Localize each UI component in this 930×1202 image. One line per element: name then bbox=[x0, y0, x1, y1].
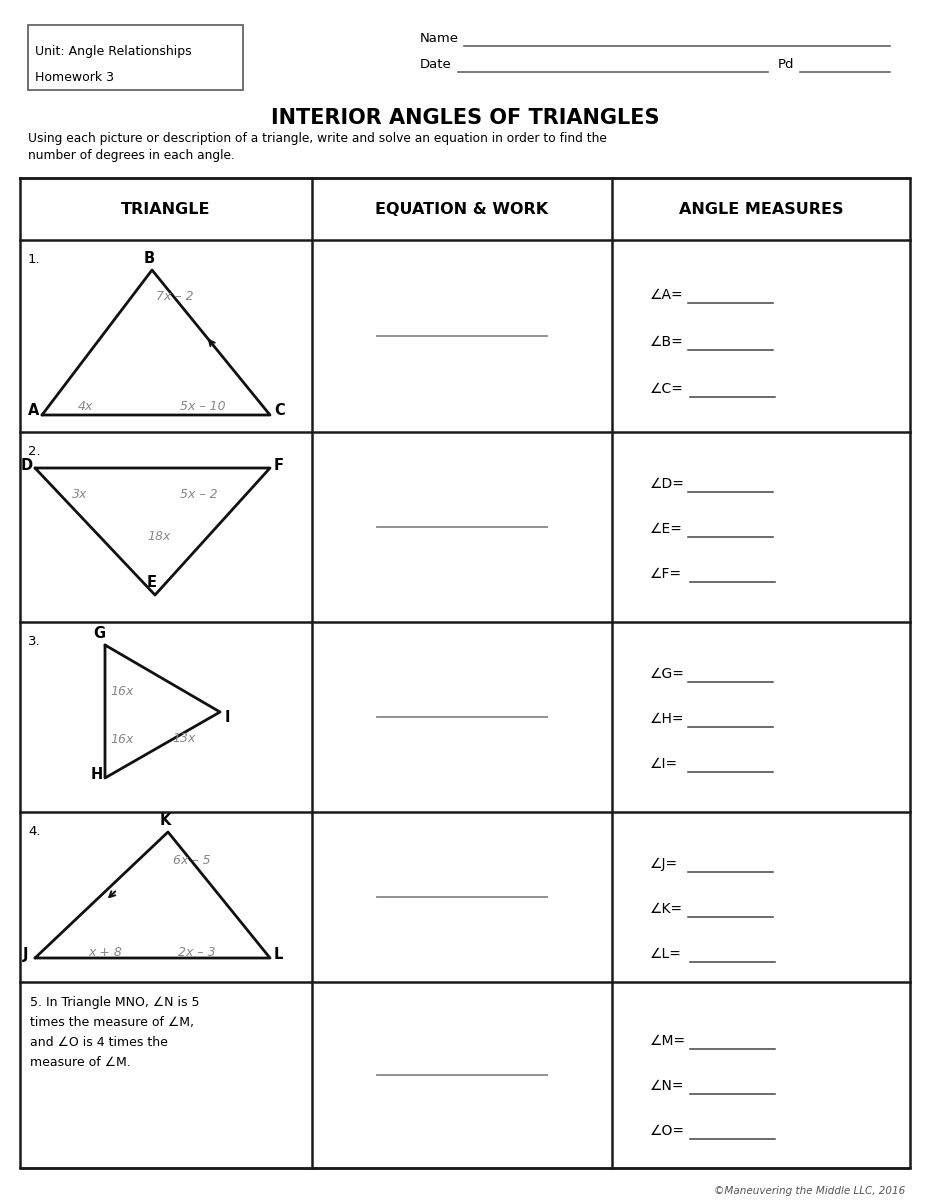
Text: ∠F=: ∠F= bbox=[650, 567, 682, 581]
Text: ∠O=: ∠O= bbox=[650, 1124, 685, 1138]
Text: 5. In Triangle MNO, ∠N is 5: 5. In Triangle MNO, ∠N is 5 bbox=[30, 996, 200, 1008]
Text: C: C bbox=[274, 403, 285, 418]
Text: 4x: 4x bbox=[78, 400, 93, 413]
Text: 3x: 3x bbox=[72, 488, 87, 501]
Text: I: I bbox=[225, 710, 231, 726]
Text: 2x – 3: 2x – 3 bbox=[178, 946, 216, 959]
Text: 16x: 16x bbox=[110, 685, 133, 698]
Text: number of degrees in each angle.: number of degrees in each angle. bbox=[28, 149, 235, 162]
Text: 18x: 18x bbox=[147, 530, 170, 543]
Text: ∠L=: ∠L= bbox=[650, 947, 682, 962]
Text: ∠D=: ∠D= bbox=[650, 477, 684, 490]
Text: and ∠O is 4 times the: and ∠O is 4 times the bbox=[30, 1036, 168, 1049]
Text: ∠M=: ∠M= bbox=[650, 1034, 686, 1048]
Text: Unit: Angle Relationships: Unit: Angle Relationships bbox=[35, 44, 192, 58]
Text: times the measure of ∠M,: times the measure of ∠M, bbox=[30, 1016, 194, 1029]
Text: ∠H=: ∠H= bbox=[650, 712, 684, 726]
Text: E: E bbox=[147, 575, 157, 590]
Text: H: H bbox=[91, 767, 103, 783]
Text: K: K bbox=[160, 813, 171, 828]
Text: G: G bbox=[93, 626, 105, 641]
FancyBboxPatch shape bbox=[28, 25, 243, 90]
Text: INTERIOR ANGLES OF TRIANGLES: INTERIOR ANGLES OF TRIANGLES bbox=[271, 108, 659, 127]
Text: ANGLE MEASURES: ANGLE MEASURES bbox=[679, 202, 844, 216]
Text: 13x: 13x bbox=[172, 732, 195, 745]
Text: ∠C=: ∠C= bbox=[650, 382, 684, 395]
Text: ∠B=: ∠B= bbox=[650, 335, 684, 349]
Text: Homework 3: Homework 3 bbox=[35, 71, 114, 84]
Text: 3.: 3. bbox=[28, 635, 41, 648]
Text: EQUATION & WORK: EQUATION & WORK bbox=[376, 202, 549, 216]
Text: ∠I=: ∠I= bbox=[650, 757, 678, 770]
Text: Pd: Pd bbox=[778, 58, 794, 71]
Text: A: A bbox=[28, 403, 39, 418]
Text: F: F bbox=[274, 458, 284, 474]
Text: D: D bbox=[21, 458, 33, 474]
Text: Using each picture or description of a triangle, write and solve an equation in : Using each picture or description of a t… bbox=[28, 132, 607, 145]
Text: J: J bbox=[23, 947, 29, 962]
Text: TRIANGLE: TRIANGLE bbox=[121, 202, 211, 216]
Text: Name: Name bbox=[420, 32, 459, 44]
Text: L: L bbox=[274, 947, 284, 962]
Text: 7x – 2: 7x – 2 bbox=[156, 290, 193, 303]
Text: Date: Date bbox=[420, 58, 452, 71]
Text: x + 8: x + 8 bbox=[88, 946, 122, 959]
Text: ∠G=: ∠G= bbox=[650, 667, 684, 682]
Text: 4.: 4. bbox=[28, 825, 41, 838]
Text: ∠J=: ∠J= bbox=[650, 857, 678, 871]
Text: 5x – 10: 5x – 10 bbox=[180, 400, 226, 413]
Text: ∠K=: ∠K= bbox=[650, 902, 684, 916]
Text: ∠A=: ∠A= bbox=[650, 288, 684, 302]
Text: 1.: 1. bbox=[28, 252, 41, 266]
Text: 16x: 16x bbox=[110, 733, 133, 746]
Text: ∠N=: ∠N= bbox=[650, 1079, 684, 1093]
Text: 5x – 2: 5x – 2 bbox=[180, 488, 218, 501]
Text: 6x – 5: 6x – 5 bbox=[173, 853, 210, 867]
Text: ©Maneuvering the Middle LLC, 2016: ©Maneuvering the Middle LLC, 2016 bbox=[713, 1186, 905, 1196]
Text: measure of ∠M.: measure of ∠M. bbox=[30, 1057, 131, 1069]
Text: 2.: 2. bbox=[28, 445, 41, 458]
Text: B: B bbox=[144, 251, 155, 266]
Text: ∠E=: ∠E= bbox=[650, 522, 683, 536]
